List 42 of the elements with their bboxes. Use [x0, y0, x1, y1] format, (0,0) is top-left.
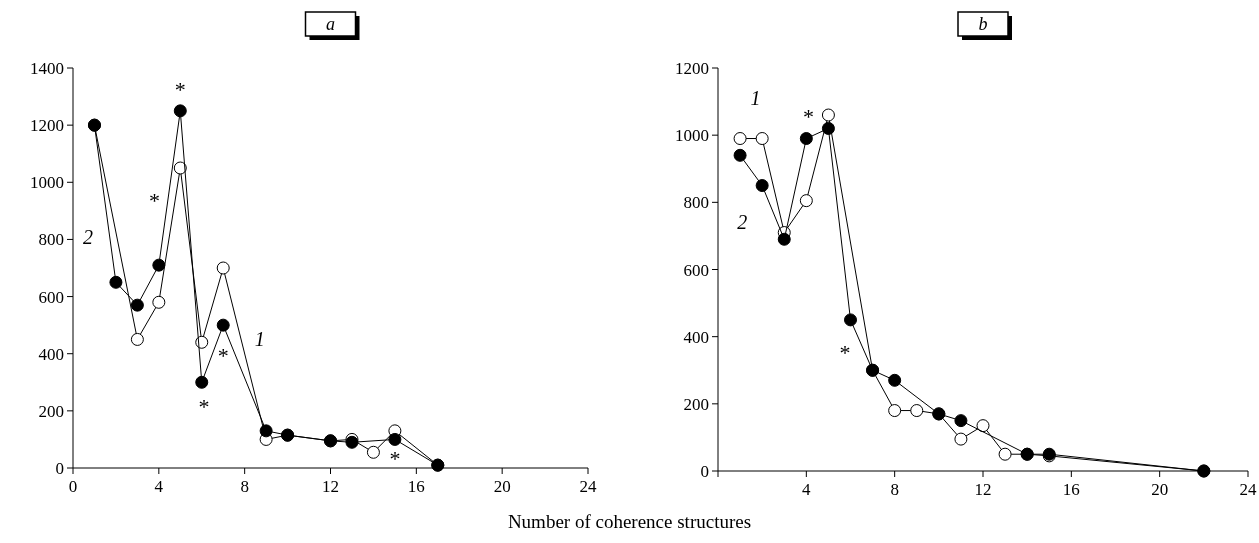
annotation: *	[174, 77, 186, 102]
x-tick-label: 0	[68, 477, 78, 496]
x-tick-label: 20	[1151, 480, 1169, 499]
y-tick-label: 200	[38, 401, 64, 421]
chart-title: b	[978, 14, 988, 34]
series-label: 1	[750, 87, 761, 110]
x-tick-label: 4	[154, 477, 164, 496]
annotation: *	[803, 104, 815, 130]
x-tick-label: 8	[890, 480, 899, 499]
x-tick-label: 24	[1239, 480, 1257, 499]
y-tick-label: 800	[683, 193, 709, 213]
chart-title: a	[326, 14, 335, 34]
x-axis-title: Number of coherence structures	[507, 511, 752, 532]
annotation: *	[217, 342, 229, 368]
x-tick-label: 12	[974, 480, 992, 499]
series-label: 1	[254, 328, 265, 351]
annotation: *	[149, 188, 161, 214]
annotation: *	[389, 445, 401, 471]
x-tick-label: 4	[802, 480, 812, 499]
annotation: *	[839, 339, 851, 365]
y-tick-label: 200	[683, 394, 709, 414]
y-tick-label: 0	[55, 459, 64, 478]
x-tick-label: 16	[407, 477, 425, 496]
y-tick-label: 400	[38, 344, 64, 364]
y-tick-label: 1200	[30, 116, 64, 136]
y-tick-label: 600	[38, 287, 64, 307]
y-tick-label: 1000	[30, 173, 64, 193]
y-tick-label: 1400	[30, 59, 64, 78]
x-tick-label: 8	[240, 477, 249, 496]
y-tick-label: 800	[38, 230, 64, 250]
y-tick-label: 0	[700, 462, 709, 481]
series-label: 2	[83, 225, 94, 248]
y-tick-label: 1200	[675, 59, 709, 78]
x-tick-label: 20	[493, 477, 511, 496]
y-tick-label: 400	[683, 327, 709, 347]
x-tick-label: 24	[579, 477, 597, 496]
x-tick-label: 16	[1062, 480, 1080, 499]
y-tick-label: 1000	[675, 126, 709, 146]
y-tick-label: 600	[683, 260, 709, 280]
annotation: *	[198, 394, 210, 420]
series-label: 2	[737, 211, 748, 234]
x-tick-label: 12	[322, 477, 339, 496]
